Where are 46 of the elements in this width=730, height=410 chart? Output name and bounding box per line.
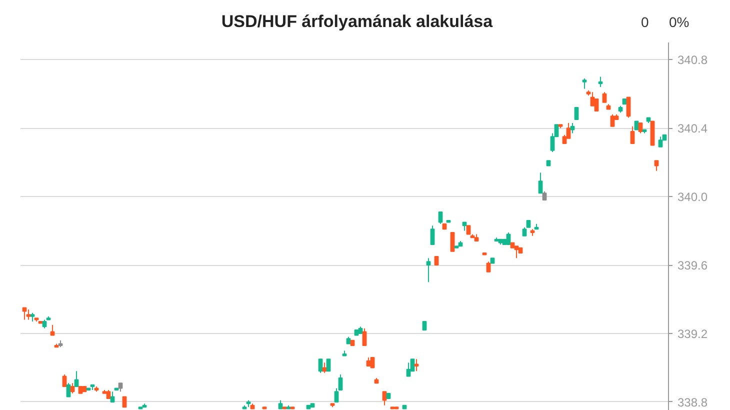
y-tick-label: 338.8 <box>678 395 708 410</box>
y-tick-label: 340.8 <box>678 53 708 68</box>
candlestick <box>438 211 443 224</box>
y-tick-label: 340.0 <box>678 190 708 204</box>
candlestick <box>426 258 431 283</box>
chart-title: USD/HUF árfolyamának alakulása <box>221 12 493 31</box>
candlestick <box>318 358 323 374</box>
candlestick <box>594 98 599 112</box>
candlestick <box>538 172 543 194</box>
text: 0 <box>641 13 649 32</box>
candlestick <box>110 391 115 402</box>
candlestick <box>514 246 519 259</box>
candlestick <box>362 328 367 346</box>
candlestick <box>66 382 71 398</box>
candlestick <box>450 232 455 252</box>
candlestick <box>62 374 67 388</box>
candlestick <box>486 261 491 272</box>
candlestick <box>598 76 603 88</box>
candlestick <box>26 309 31 320</box>
candlestick <box>626 96 631 118</box>
candlestick <box>506 232 511 245</box>
y-tick-label: 339.2 <box>678 326 708 341</box>
y-tick-label: 339.6 <box>678 258 708 273</box>
candlestick <box>338 374 343 390</box>
y-tick-label: 340.4 <box>678 122 708 136</box>
candlestick <box>430 225 435 245</box>
candlestick <box>658 136 663 148</box>
candlestick <box>326 358 331 372</box>
candlestick <box>414 358 419 372</box>
candlestick <box>322 362 327 374</box>
text: 0% <box>669 13 690 32</box>
candlestick <box>574 107 579 120</box>
candlestick <box>630 126 635 144</box>
candlestick <box>382 391 387 406</box>
candlestick <box>610 114 615 127</box>
candlestick <box>602 92 607 103</box>
candlestick <box>122 396 127 408</box>
candlestick <box>70 382 75 394</box>
candlestick <box>570 122 575 134</box>
candlestick <box>74 370 79 388</box>
candlestick <box>650 120 655 146</box>
candlestick <box>638 122 643 134</box>
candlestick <box>370 356 375 368</box>
candlestick <box>654 160 659 172</box>
candlestick <box>582 78 587 90</box>
candlestick <box>406 362 411 377</box>
